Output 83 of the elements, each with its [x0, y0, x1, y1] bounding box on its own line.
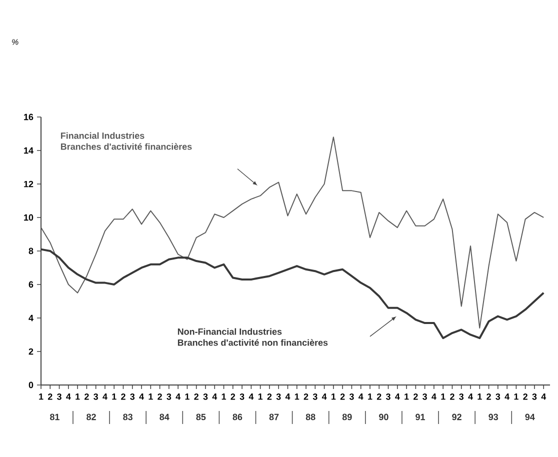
y-tick-label: 14	[24, 147, 34, 154]
x-tick-label: 2	[376, 394, 382, 400]
text: Financial Industries	[60, 132, 144, 139]
text: 94	[525, 414, 535, 420]
text: 83	[123, 414, 132, 420]
x-tick-label: 4	[139, 394, 144, 400]
x-tick-label: 3	[130, 394, 135, 400]
x-tick-label: 4	[395, 394, 400, 400]
text: 85	[196, 414, 206, 420]
x-tick-label: 4	[541, 394, 546, 400]
y-tick-label: 2	[28, 348, 34, 355]
text: 82	[86, 414, 96, 420]
annotation: Branches d'activité financières	[60, 143, 192, 150]
x-tick-label: 1	[514, 394, 518, 400]
x-tick-label: 1	[368, 394, 372, 400]
x-tick-label: 4	[504, 394, 510, 400]
y-tick-label: 6	[28, 281, 34, 288]
text: 84	[160, 414, 170, 420]
x-tick-label: 3	[276, 394, 281, 400]
x-tick-label: 2	[194, 394, 198, 400]
x-tick-label: 2	[48, 394, 52, 400]
x-tick-label: 4	[322, 394, 327, 400]
x-tick-label: 1	[258, 394, 263, 400]
x-tick-label: 3	[94, 394, 98, 400]
x-tick-label: 1	[478, 394, 482, 400]
x-tick-label: 1	[332, 394, 336, 400]
x-tick-label: 2	[523, 394, 528, 400]
x-tick-label: 1	[39, 394, 44, 400]
x-tick-label: 3	[166, 394, 172, 400]
x-tick-label: 1	[148, 394, 153, 400]
x-tick-label: 4	[176, 394, 181, 400]
x-tick-label: 2	[340, 394, 345, 400]
text: 90	[379, 414, 388, 420]
text: 81	[50, 414, 60, 420]
x-tick-label: 4	[212, 394, 218, 400]
y-tick-label: 16	[24, 114, 34, 120]
text: 87	[269, 414, 279, 420]
x-tick-label: 4	[102, 394, 108, 400]
x-tick-label: 2	[230, 394, 236, 400]
x-tick-label: 3	[386, 394, 390, 400]
x-tick-label: 1	[294, 394, 300, 400]
x-tick-label: 1	[222, 394, 226, 400]
x-tick-label: 3	[240, 394, 244, 400]
x-tick-label: 3	[349, 394, 354, 400]
y-tick-label: 12	[24, 180, 34, 188]
annotation: Branches d'activité non financières	[178, 339, 328, 346]
y-tick-label: 10	[24, 214, 34, 221]
x-tick-label: 1	[185, 394, 190, 400]
y-tick-label: 4	[28, 314, 34, 322]
x-tick-label: 3	[496, 394, 500, 400]
x-tick-label: 3	[56, 394, 62, 400]
x-tick-label: 3	[312, 394, 318, 400]
x-tick-label: 4	[66, 394, 71, 400]
x-tick-label: 2	[413, 394, 418, 400]
x-tick-label: 1	[404, 394, 409, 400]
x-tick-label: 2	[121, 394, 126, 400]
x-tick-label: 2	[486, 394, 491, 400]
text: 88	[306, 414, 316, 420]
y-tick-label: 8	[28, 248, 34, 254]
text: 92	[452, 414, 462, 420]
x-tick-label: 3	[203, 394, 208, 400]
x-tick-label: 1	[441, 394, 446, 400]
text: 91	[416, 414, 425, 420]
x-tick-label: 2	[304, 394, 308, 400]
x-tick-label: 4	[468, 394, 473, 400]
x-tick-label: 3	[459, 394, 464, 400]
x-tick-label: 1	[76, 394, 80, 400]
text: 86	[232, 414, 242, 420]
x-tick-label: 3	[532, 394, 537, 400]
x-tick-label: 3	[422, 394, 427, 400]
x-tick-label: 2	[158, 394, 162, 400]
x-tick-label: 4	[248, 394, 254, 400]
text: 93	[488, 414, 498, 420]
text: 89	[342, 414, 352, 420]
x-tick-label: 4	[358, 394, 364, 400]
text: Non-Financial Industries	[178, 328, 282, 335]
x-tick-label: 2	[450, 394, 454, 400]
x-tick-label: 4	[285, 394, 290, 400]
x-tick-label: 2	[267, 394, 272, 400]
x-tick-label: 4	[432, 394, 436, 400]
y-tick-label: 0	[28, 382, 34, 388]
x-tick-label: 2	[84, 394, 89, 400]
x-tick-label: 1	[112, 394, 116, 400]
